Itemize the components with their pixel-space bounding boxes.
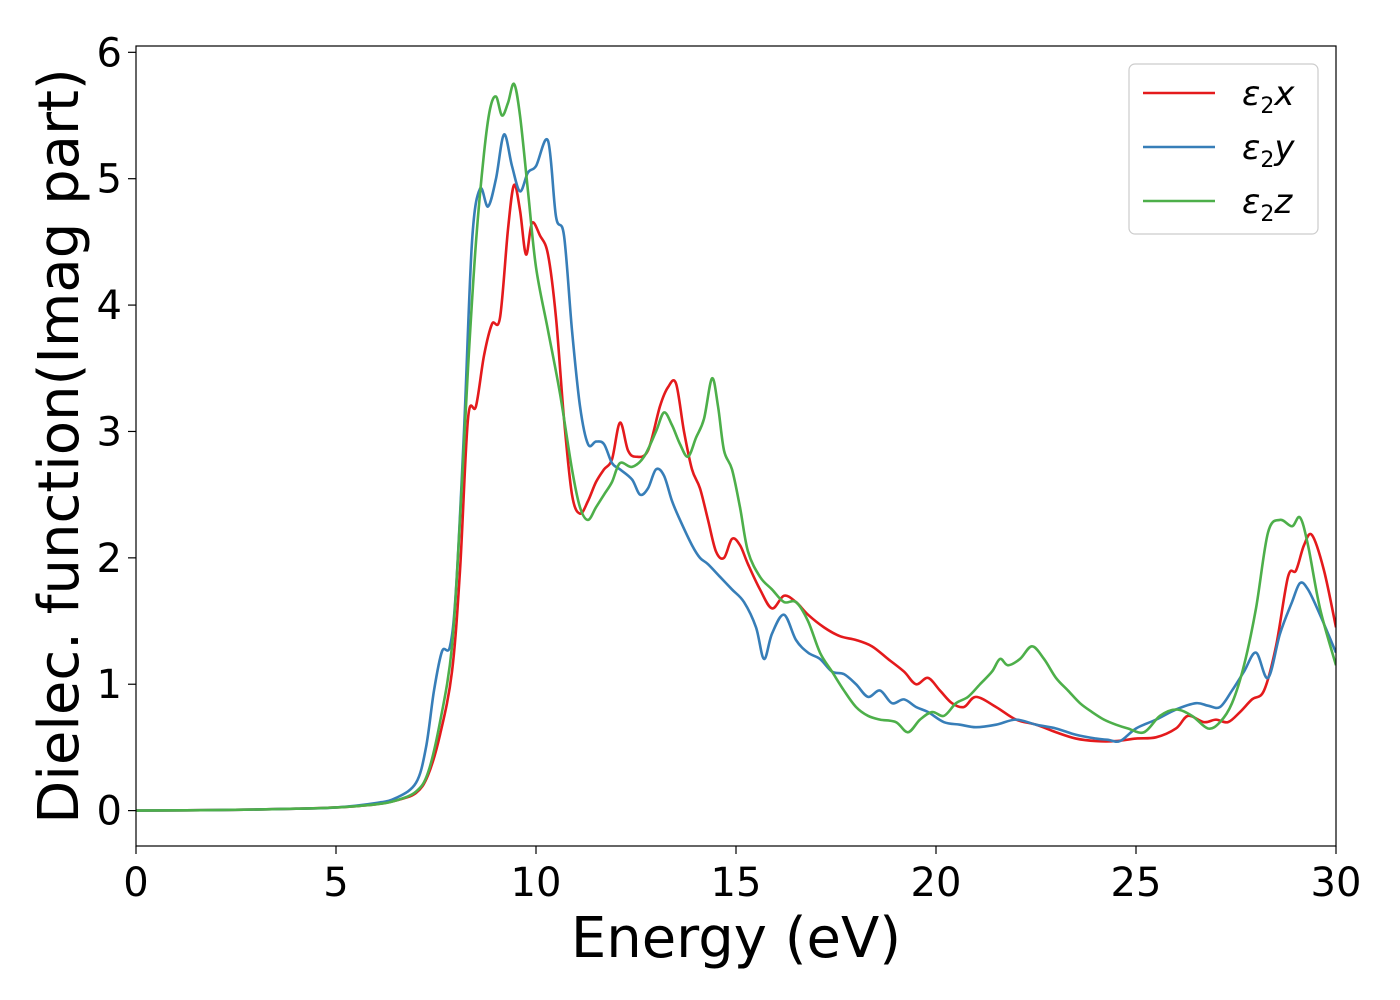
x-axis-title: Energy (eV) (571, 906, 901, 971)
legend-symbol: ε (1242, 128, 1260, 168)
series-line-x (136, 183, 1336, 812)
legend-label-x: ε2x (1242, 74, 1295, 119)
legend-component: x (1273, 74, 1295, 114)
y-axis: 0 1 2 3 4 5 6 (97, 30, 136, 835)
legend-subscript: 2 (1260, 94, 1274, 119)
x-tick-label: 15 (711, 860, 762, 906)
legend-subscript: 2 (1260, 202, 1274, 227)
series-line-z (136, 82, 1336, 812)
x-tick-label: 10 (511, 860, 562, 906)
legend-component: y (1273, 128, 1295, 168)
x-tick-label: 25 (1111, 860, 1162, 906)
x-tick-label: 20 (911, 860, 962, 906)
x-tick-label: 0 (123, 860, 148, 906)
legend-symbol: ε (1242, 74, 1260, 114)
series-line-y (136, 133, 1336, 812)
y-tick-label: 2 (97, 536, 122, 582)
y-tick-label: 3 (97, 409, 122, 455)
legend-component: z (1273, 182, 1293, 222)
series-layer (136, 82, 1336, 812)
y-tick-label: 5 (97, 157, 122, 203)
x-tick-label: 30 (1311, 860, 1362, 906)
y-tick-label: 4 (97, 283, 122, 329)
y-axis-title: Dielec. function(Imag part) (27, 68, 92, 824)
legend-symbol: ε (1242, 182, 1260, 222)
legend-subscript: 2 (1260, 148, 1274, 173)
legend-label-y: ε2y (1242, 128, 1295, 173)
y-tick-label: 0 (97, 789, 122, 835)
x-axis: 0 5 10 15 20 25 30 (123, 846, 1361, 906)
legend-label-z: ε2z (1242, 182, 1293, 227)
x-tick-label: 5 (323, 860, 348, 906)
y-tick-label: 6 (97, 30, 122, 76)
legend-box (1128, 63, 1319, 235)
y-tick-label: 1 (97, 662, 122, 708)
